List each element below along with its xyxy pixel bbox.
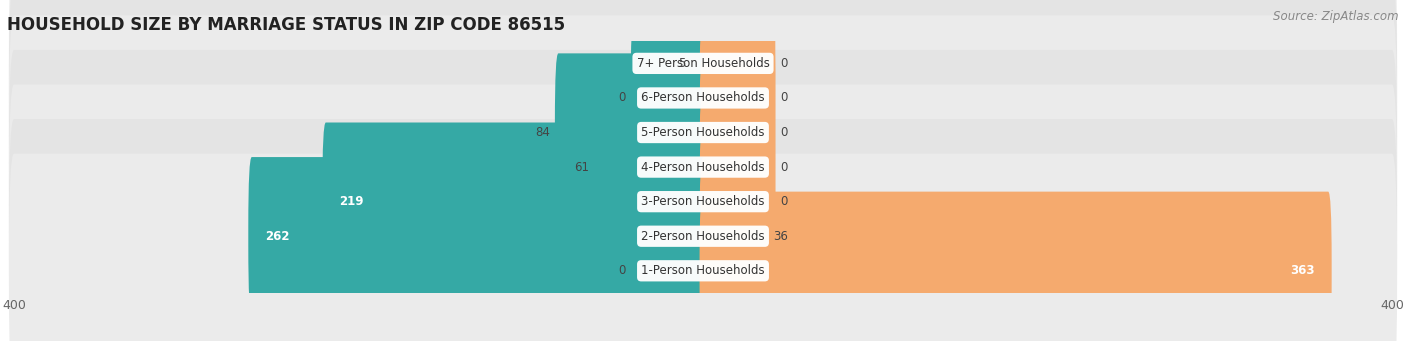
Text: Source: ZipAtlas.com: Source: ZipAtlas.com xyxy=(1274,10,1399,23)
FancyBboxPatch shape xyxy=(700,88,775,246)
Text: 61: 61 xyxy=(574,161,589,174)
FancyBboxPatch shape xyxy=(8,119,1398,341)
FancyBboxPatch shape xyxy=(595,88,706,246)
Text: HOUSEHOLD SIZE BY MARRIAGE STATUS IN ZIP CODE 86515: HOUSEHOLD SIZE BY MARRIAGE STATUS IN ZIP… xyxy=(7,16,565,34)
Text: 363: 363 xyxy=(1289,264,1315,277)
FancyBboxPatch shape xyxy=(249,157,706,315)
Text: 0: 0 xyxy=(780,195,787,208)
Text: 84: 84 xyxy=(534,126,550,139)
Text: 6-Person Households: 6-Person Households xyxy=(641,91,765,104)
FancyBboxPatch shape xyxy=(8,0,1398,215)
FancyBboxPatch shape xyxy=(700,122,775,281)
FancyBboxPatch shape xyxy=(322,122,706,281)
Text: 219: 219 xyxy=(340,195,364,208)
FancyBboxPatch shape xyxy=(700,0,775,143)
FancyBboxPatch shape xyxy=(8,15,1398,250)
FancyBboxPatch shape xyxy=(8,85,1398,319)
Text: 5-Person Households: 5-Person Households xyxy=(641,126,765,139)
Text: 36: 36 xyxy=(773,230,789,243)
Text: 7+ Person Households: 7+ Person Households xyxy=(637,57,769,70)
FancyBboxPatch shape xyxy=(690,0,706,143)
FancyBboxPatch shape xyxy=(8,153,1398,341)
Text: 4-Person Households: 4-Person Households xyxy=(641,161,765,174)
FancyBboxPatch shape xyxy=(700,157,769,315)
FancyBboxPatch shape xyxy=(631,192,706,341)
Text: 0: 0 xyxy=(780,161,787,174)
Text: 262: 262 xyxy=(266,230,290,243)
Text: 2-Person Households: 2-Person Households xyxy=(641,230,765,243)
FancyBboxPatch shape xyxy=(700,19,775,177)
FancyBboxPatch shape xyxy=(631,19,706,177)
FancyBboxPatch shape xyxy=(700,192,1331,341)
FancyBboxPatch shape xyxy=(555,53,706,212)
Text: 0: 0 xyxy=(619,91,626,104)
Text: 0: 0 xyxy=(619,264,626,277)
FancyBboxPatch shape xyxy=(8,50,1398,284)
FancyBboxPatch shape xyxy=(8,0,1398,181)
Text: 0: 0 xyxy=(780,126,787,139)
Text: 1-Person Households: 1-Person Households xyxy=(641,264,765,277)
Text: 0: 0 xyxy=(780,91,787,104)
Text: 0: 0 xyxy=(780,57,787,70)
Text: 3-Person Households: 3-Person Households xyxy=(641,195,765,208)
Text: 5: 5 xyxy=(679,57,686,70)
FancyBboxPatch shape xyxy=(700,53,775,212)
